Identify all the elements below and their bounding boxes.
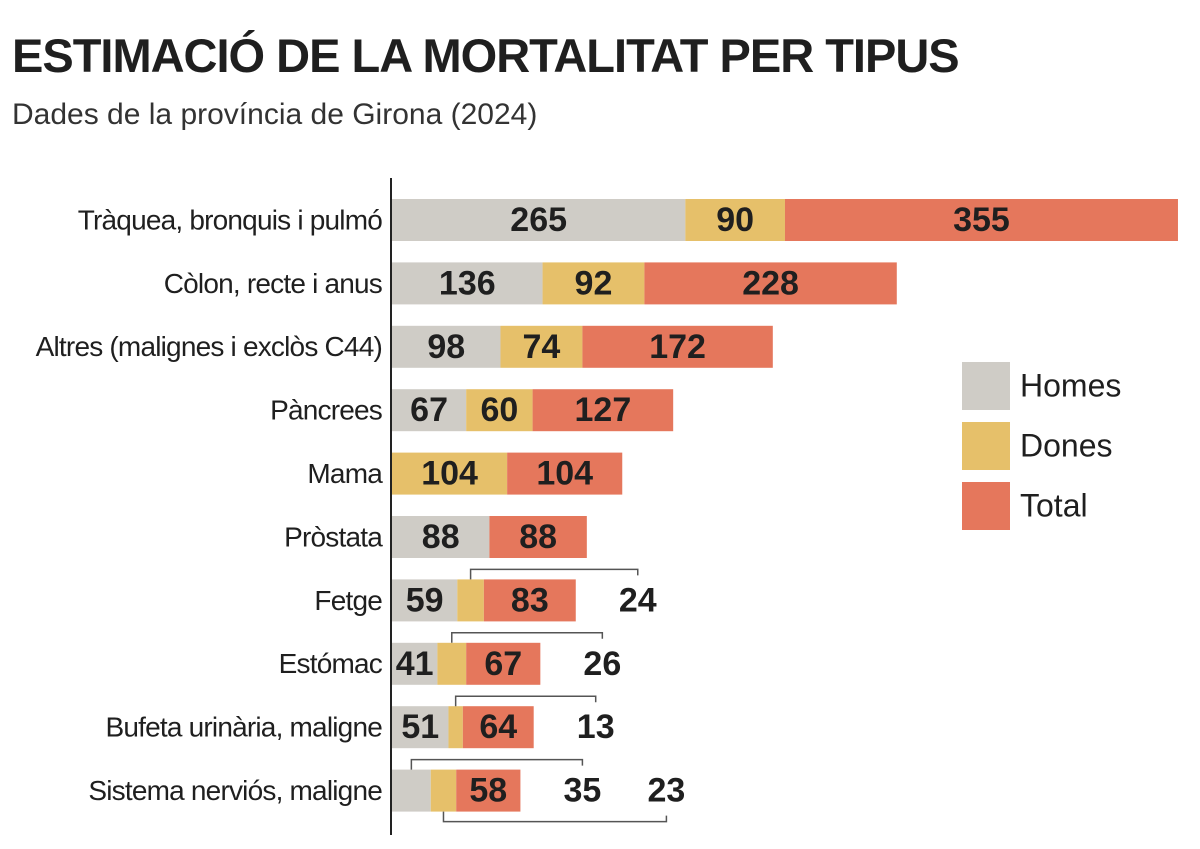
category-label: Pròstata xyxy=(284,521,383,552)
value-label: 127 xyxy=(575,391,632,429)
bar-segment xyxy=(582,325,773,368)
value-label: 228 xyxy=(742,264,799,302)
value-label: 136 xyxy=(439,264,496,302)
value-label: 355 xyxy=(953,201,1010,239)
category-label: Estómac xyxy=(279,648,383,679)
bar-segment xyxy=(507,452,623,495)
value-label: 23 xyxy=(647,772,685,810)
bar-segment xyxy=(489,516,587,558)
legend-swatch xyxy=(962,362,1010,410)
category-label: Pàncrees xyxy=(270,395,382,426)
value-label: 58 xyxy=(469,772,507,810)
bar-segment xyxy=(392,389,467,432)
category-label: Bufeta urinària, maligne xyxy=(105,712,382,743)
category-label: Tràquea, bronquis i pulmó xyxy=(78,204,382,235)
value-label: 51 xyxy=(401,708,439,746)
category-label: Fetge xyxy=(314,585,382,616)
category-label: Còlon, recte i anus xyxy=(164,268,382,299)
value-label: 24 xyxy=(619,581,657,619)
bar-segment xyxy=(500,325,583,368)
bar-segment xyxy=(392,452,508,495)
value-label: 59 xyxy=(406,581,444,619)
chart-title: ESTIMACIÓ DE LA MORTALITAT PER TIPUS xyxy=(12,29,959,82)
bar-segment xyxy=(437,642,467,685)
bar-segment xyxy=(392,769,431,812)
value-label: 67 xyxy=(484,645,522,683)
bar-segment xyxy=(483,579,576,622)
value-label: 104 xyxy=(536,455,593,493)
bar-segment xyxy=(392,642,438,685)
value-label: 74 xyxy=(523,328,561,366)
value-label: 88 xyxy=(519,518,557,556)
legend-label: Dones xyxy=(1020,427,1113,463)
bar-segment xyxy=(392,579,458,622)
legend-swatch xyxy=(962,422,1010,470)
bar-segment xyxy=(392,262,543,305)
bar-segment xyxy=(392,516,490,558)
value-label: 60 xyxy=(480,391,518,429)
label-bracket xyxy=(454,695,597,707)
value-label: 90 xyxy=(716,201,754,239)
value-label: 104 xyxy=(421,455,478,493)
value-label: 265 xyxy=(510,201,567,239)
value-label: 64 xyxy=(479,708,517,746)
value-label: 92 xyxy=(575,264,613,302)
value-label: 98 xyxy=(427,328,465,366)
bar-segment xyxy=(392,706,449,749)
bar-segment xyxy=(448,706,463,749)
label-bracket xyxy=(442,811,668,823)
value-label: 41 xyxy=(396,645,434,683)
value-label: 172 xyxy=(649,328,706,366)
value-label: 83 xyxy=(511,581,549,619)
bar-segment xyxy=(430,769,457,812)
category-label: Sistema nerviós, maligne xyxy=(88,775,382,806)
chart-subtitle: Dades de la província de Girona (2024) xyxy=(12,98,537,131)
bar-segment xyxy=(457,579,484,622)
bar-segment xyxy=(466,642,541,685)
value-label: 35 xyxy=(563,772,601,810)
bar-segment xyxy=(462,706,534,749)
label-bracket xyxy=(451,632,604,643)
label-bracket xyxy=(410,758,584,770)
legend-swatch xyxy=(962,482,1010,530)
category-label: Altres (malignes i exclòs C44) xyxy=(36,331,382,362)
bar-segment xyxy=(784,199,1178,241)
bar-segment xyxy=(542,262,645,305)
bar-segment xyxy=(392,199,686,241)
bar-segment xyxy=(532,389,674,432)
bar-segment xyxy=(392,325,501,368)
value-label: 88 xyxy=(422,518,460,556)
value-label: 26 xyxy=(583,645,621,683)
legend-label: Homes xyxy=(1020,367,1121,403)
value-label: 67 xyxy=(410,391,448,429)
label-bracket xyxy=(469,568,639,580)
bar-segment xyxy=(456,769,521,812)
bar-segment xyxy=(644,262,897,305)
bar-segment xyxy=(466,389,533,432)
bar-segment xyxy=(685,199,785,241)
legend-label: Total xyxy=(1020,487,1088,523)
category-label: Mama xyxy=(307,458,383,489)
value-label: 13 xyxy=(577,708,615,746)
